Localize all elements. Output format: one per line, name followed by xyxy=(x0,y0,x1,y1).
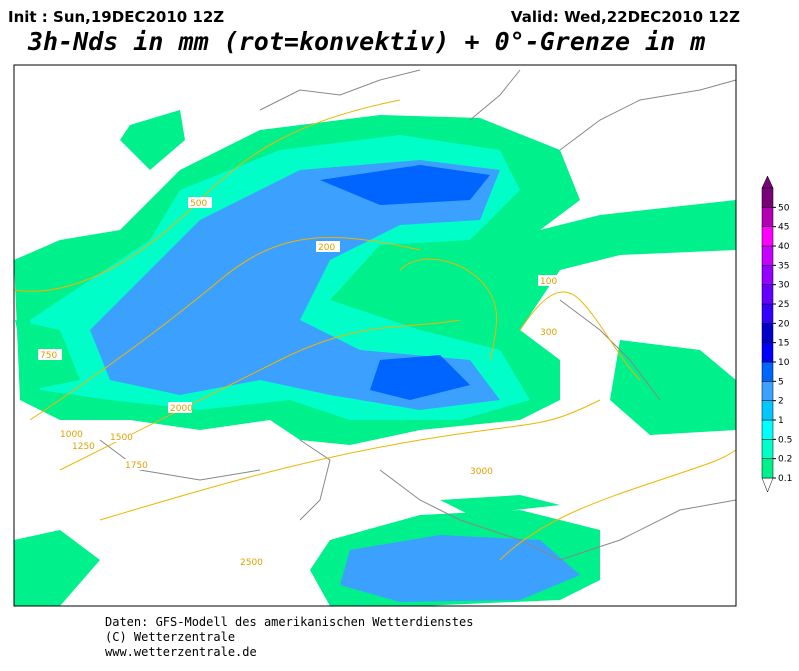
contour-label-box xyxy=(538,326,562,337)
contour-label-box xyxy=(168,402,192,413)
colorbar-label: 15 xyxy=(778,339,789,349)
precip-area xyxy=(320,165,490,400)
colorbar-label: 0.2 xyxy=(778,455,792,465)
contour-label-box xyxy=(123,459,147,470)
contour-label-box xyxy=(58,428,82,439)
coastline xyxy=(99,69,737,561)
colorbar-swatch xyxy=(761,323,774,343)
colorbar-swatch xyxy=(761,400,774,421)
contour-label: 500 xyxy=(190,199,207,209)
colorbar-swatch xyxy=(761,381,774,401)
precip-area xyxy=(340,535,580,602)
contour-label-box xyxy=(316,241,340,252)
colorbar-swatch xyxy=(761,439,774,459)
contour-label-box xyxy=(188,197,212,208)
footer-url: www.wetterzentrale.de xyxy=(105,645,257,659)
contour-label: 200 xyxy=(318,243,335,253)
precip-area xyxy=(15,320,736,435)
colorbar-label: 1 xyxy=(778,416,784,426)
init-time: Init : Sun,19DEC2010 12Z xyxy=(8,8,224,26)
colorbar-swatch xyxy=(761,342,774,363)
contour-label: 2000 xyxy=(170,404,193,414)
contour-label: 750 xyxy=(40,351,57,361)
contour-label: 1250 xyxy=(72,442,95,452)
contour-label: 2500 xyxy=(240,558,263,568)
colorbar-swatch xyxy=(761,361,774,382)
contour-label-box xyxy=(38,349,62,360)
colorbar-label: 5 xyxy=(778,377,784,387)
colorbar-swatch xyxy=(761,245,774,266)
colorbar-label: 0.1 xyxy=(778,474,792,484)
colorbar-label: 0.5 xyxy=(778,435,792,445)
colorbar-label: 20 xyxy=(778,319,790,329)
precip-area xyxy=(90,160,500,410)
colorbar-label: 35 xyxy=(778,261,789,271)
contour-label: 300 xyxy=(540,328,557,338)
colorbar-swatch xyxy=(761,207,774,227)
map: 500 1000 1250 1500 1750 2000 2500 3000 200 750 100… xyxy=(13,64,737,607)
colorbar-label: 10 xyxy=(778,358,790,368)
valid-time: Valid: Wed,22DEC2010 12Z xyxy=(511,8,740,26)
contour-label-box xyxy=(70,440,94,451)
contour-label-box xyxy=(108,431,132,442)
colorbar-label: 30 xyxy=(778,281,790,291)
footer-copyright: (C) Wetterzentrale xyxy=(105,630,235,644)
contour-label: 1750 xyxy=(125,461,148,471)
colorbar-label: 2 xyxy=(778,397,784,407)
map-frame xyxy=(13,64,737,607)
contour-label-box xyxy=(538,275,562,286)
contour-label-box xyxy=(468,465,492,476)
colorbar-swatch xyxy=(761,226,774,247)
colorbar-label: 45 xyxy=(778,223,789,233)
colorbar-swatch xyxy=(761,265,774,285)
contour-label: 1500 xyxy=(110,433,133,443)
map-title: 3h-Nds in mm (rot=konvektiv) + 0°-Grenze… xyxy=(27,27,705,56)
contour-label-box xyxy=(238,556,262,567)
contour-label: 100 xyxy=(540,277,557,287)
colorbar-swatch xyxy=(761,303,774,324)
colorbar-swatch xyxy=(761,187,774,208)
colorbar-label: 50 xyxy=(778,203,790,213)
colorbar-label: 40 xyxy=(778,242,790,252)
colorbar-swatch xyxy=(761,419,774,440)
contour-label: 3000 xyxy=(470,467,493,477)
footer-source: Daten: GFS-Modell des amerikanischen Wet… xyxy=(105,615,473,629)
colorbar-swatch xyxy=(761,284,774,305)
contour-label: 1000 xyxy=(60,430,83,440)
precip-area xyxy=(120,110,185,170)
colorbar-tip xyxy=(761,477,774,493)
colorbar-tip xyxy=(761,175,774,189)
colorbar-label: 25 xyxy=(778,300,789,310)
colorbar-swatch xyxy=(761,458,774,479)
